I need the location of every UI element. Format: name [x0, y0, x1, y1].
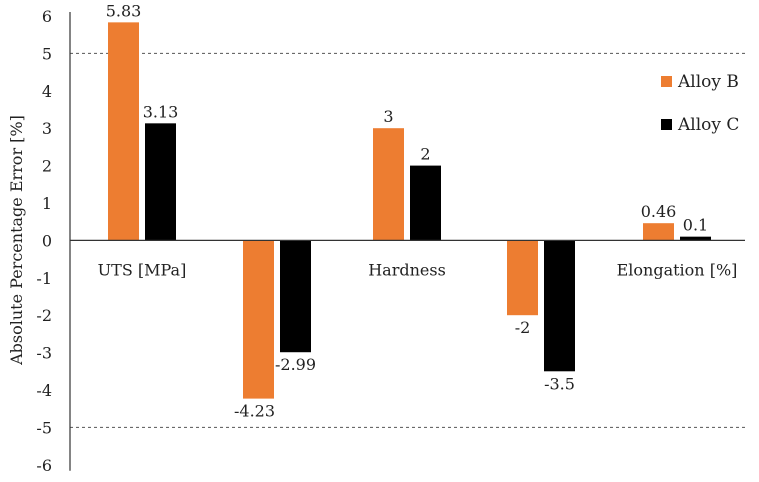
- y-tick-label: -4: [36, 381, 52, 400]
- data-label: -2: [515, 318, 531, 337]
- legend-swatch: [661, 76, 672, 87]
- y-tick-label: 2: [42, 157, 52, 176]
- category-label: UTS [MPa]: [98, 260, 187, 279]
- bar-alloy-c: [680, 236, 711, 241]
- y-tick-label: -2: [36, 306, 52, 325]
- category-labels: UTS [MPa] Hardness Elongation [%]: [98, 260, 738, 279]
- y-axis-title: Absolute Percentage Error [%]: [7, 115, 26, 366]
- y-tick-label: -5: [36, 418, 52, 437]
- data-label: -3.5: [544, 374, 575, 393]
- bar-alloy-c: [280, 240, 311, 353]
- y-tick-label: 4: [42, 82, 52, 101]
- bar-alloy-c: [410, 165, 441, 241]
- y-tick-label: 1: [42, 194, 52, 213]
- bar-alloy-b: [507, 240, 538, 316]
- y-tick-label: 5: [42, 44, 52, 63]
- axes: [69, 12, 745, 471]
- y-tick-labels: 6 5 4 3 2 1 0 -1 -2 -3 -4 -5 -6: [36, 7, 52, 475]
- y-tick-label: 3: [42, 119, 52, 138]
- y-tick-label: -6: [36, 456, 52, 475]
- data-label: 3: [383, 107, 393, 126]
- bar-alloy-b: [243, 240, 274, 399]
- category-label: Hardness: [368, 260, 446, 279]
- legend-swatch: [661, 119, 672, 130]
- data-label: 3.13: [143, 102, 179, 121]
- y-tick-label: 6: [42, 7, 52, 26]
- legend: Alloy B Alloy C: [661, 72, 739, 135]
- legend-label: Alloy B: [677, 72, 739, 92]
- bar-alloy-c: [145, 123, 176, 241]
- data-label: 2: [420, 145, 430, 164]
- data-label: 5.83: [106, 1, 142, 20]
- data-label: -2.99: [275, 355, 316, 374]
- bars: [108, 22, 711, 399]
- category-label: Elongation [%]: [617, 260, 738, 279]
- data-labels: 5.83 -4.23 3 -2 0.46 3.13 -2.99 2 -3.5 0.1: [106, 1, 709, 420]
- legend-label: Alloy C: [677, 115, 739, 135]
- reference-lines: [70, 52, 745, 428]
- y-tick-label: 0: [42, 231, 52, 250]
- bar-alloy-b: [643, 223, 674, 241]
- data-label: 0.1: [683, 216, 708, 235]
- bar-alloy-c: [544, 240, 575, 372]
- bar-alloy-b: [373, 128, 404, 241]
- data-label: 0.46: [641, 202, 677, 221]
- y-tick-label: -3: [36, 344, 52, 363]
- data-label: -4.23: [234, 402, 275, 421]
- y-tick-label: -1: [36, 269, 52, 288]
- bar-alloy-b: [108, 22, 139, 241]
